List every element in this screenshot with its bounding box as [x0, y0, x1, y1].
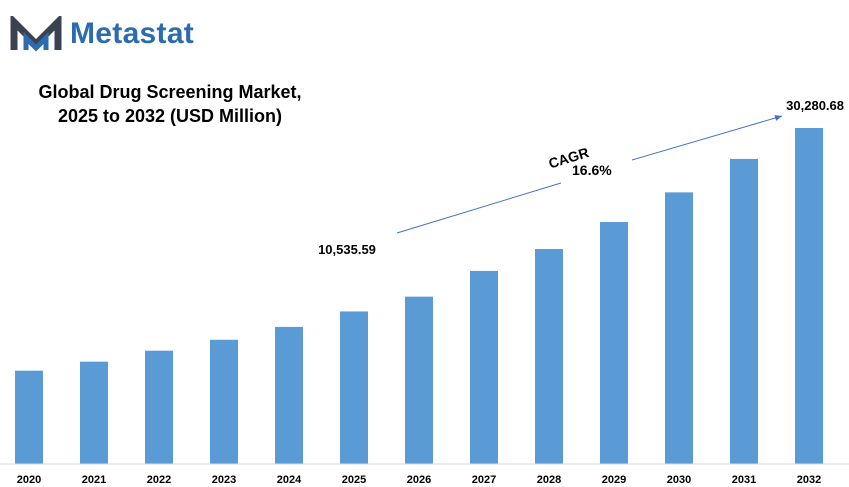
x-tick-2023: 2023	[212, 474, 236, 486]
x-tick-2031: 2031	[732, 474, 756, 486]
bar-2021	[80, 361, 108, 464]
value-label-2025: 10,535.59	[318, 242, 376, 257]
x-tick-2032: 2032	[797, 474, 821, 486]
x-tick-2029: 2029	[602, 474, 626, 486]
x-tick-2020: 2020	[17, 474, 41, 486]
annotations: CAGR 16.6%	[396, 115, 783, 234]
bar-2030	[665, 192, 693, 465]
cagr-arrow-segment-1	[396, 182, 562, 234]
x-tick-2028: 2028	[537, 474, 561, 486]
cagr-value: 16.6%	[572, 162, 612, 178]
bar-2027	[470, 270, 498, 464]
brand-name: Metastat	[70, 17, 195, 50]
bar-series	[15, 128, 823, 465]
x-tick-2025: 2025	[342, 474, 366, 486]
bar-2023	[210, 339, 238, 464]
bar-2025	[340, 311, 368, 464]
chart-title: Global Drug Screening Market, 2025 to 20…	[0, 80, 340, 128]
x-tick-2021: 2021	[82, 474, 106, 486]
x-tick-2030: 2030	[667, 474, 691, 486]
bar-2031	[730, 158, 758, 464]
bar-2032	[795, 128, 823, 464]
chart-title-line-1: Global Drug Screening Market,	[38, 82, 302, 102]
bar-2020	[15, 370, 43, 464]
value-label-2032: 30,280.68	[786, 98, 844, 113]
x-axis-ticks: 2020 2021 2022 2023 2024 2025 2026 2027 2028 2029…	[17, 474, 821, 486]
value-labels: 10,535.59 30,280.68	[318, 98, 844, 257]
bar-2022	[145, 350, 173, 464]
bar-2024	[275, 326, 303, 464]
bar-2029	[600, 221, 628, 464]
bar-2026	[405, 296, 433, 464]
cagr-arrow-segment-2	[631, 115, 783, 161]
x-tick-2026: 2026	[407, 474, 431, 486]
metastat-m-logo-icon	[10, 16, 62, 52]
brand-logo: Metastat	[10, 14, 230, 58]
bar-2028	[535, 249, 563, 464]
x-tick-2024: 2024	[277, 474, 302, 486]
x-tick-2027: 2027	[472, 474, 496, 486]
chart-title-line-2: 2025 to 2032 (USD Million)	[57, 106, 283, 126]
x-tick-2022: 2022	[147, 474, 171, 486]
